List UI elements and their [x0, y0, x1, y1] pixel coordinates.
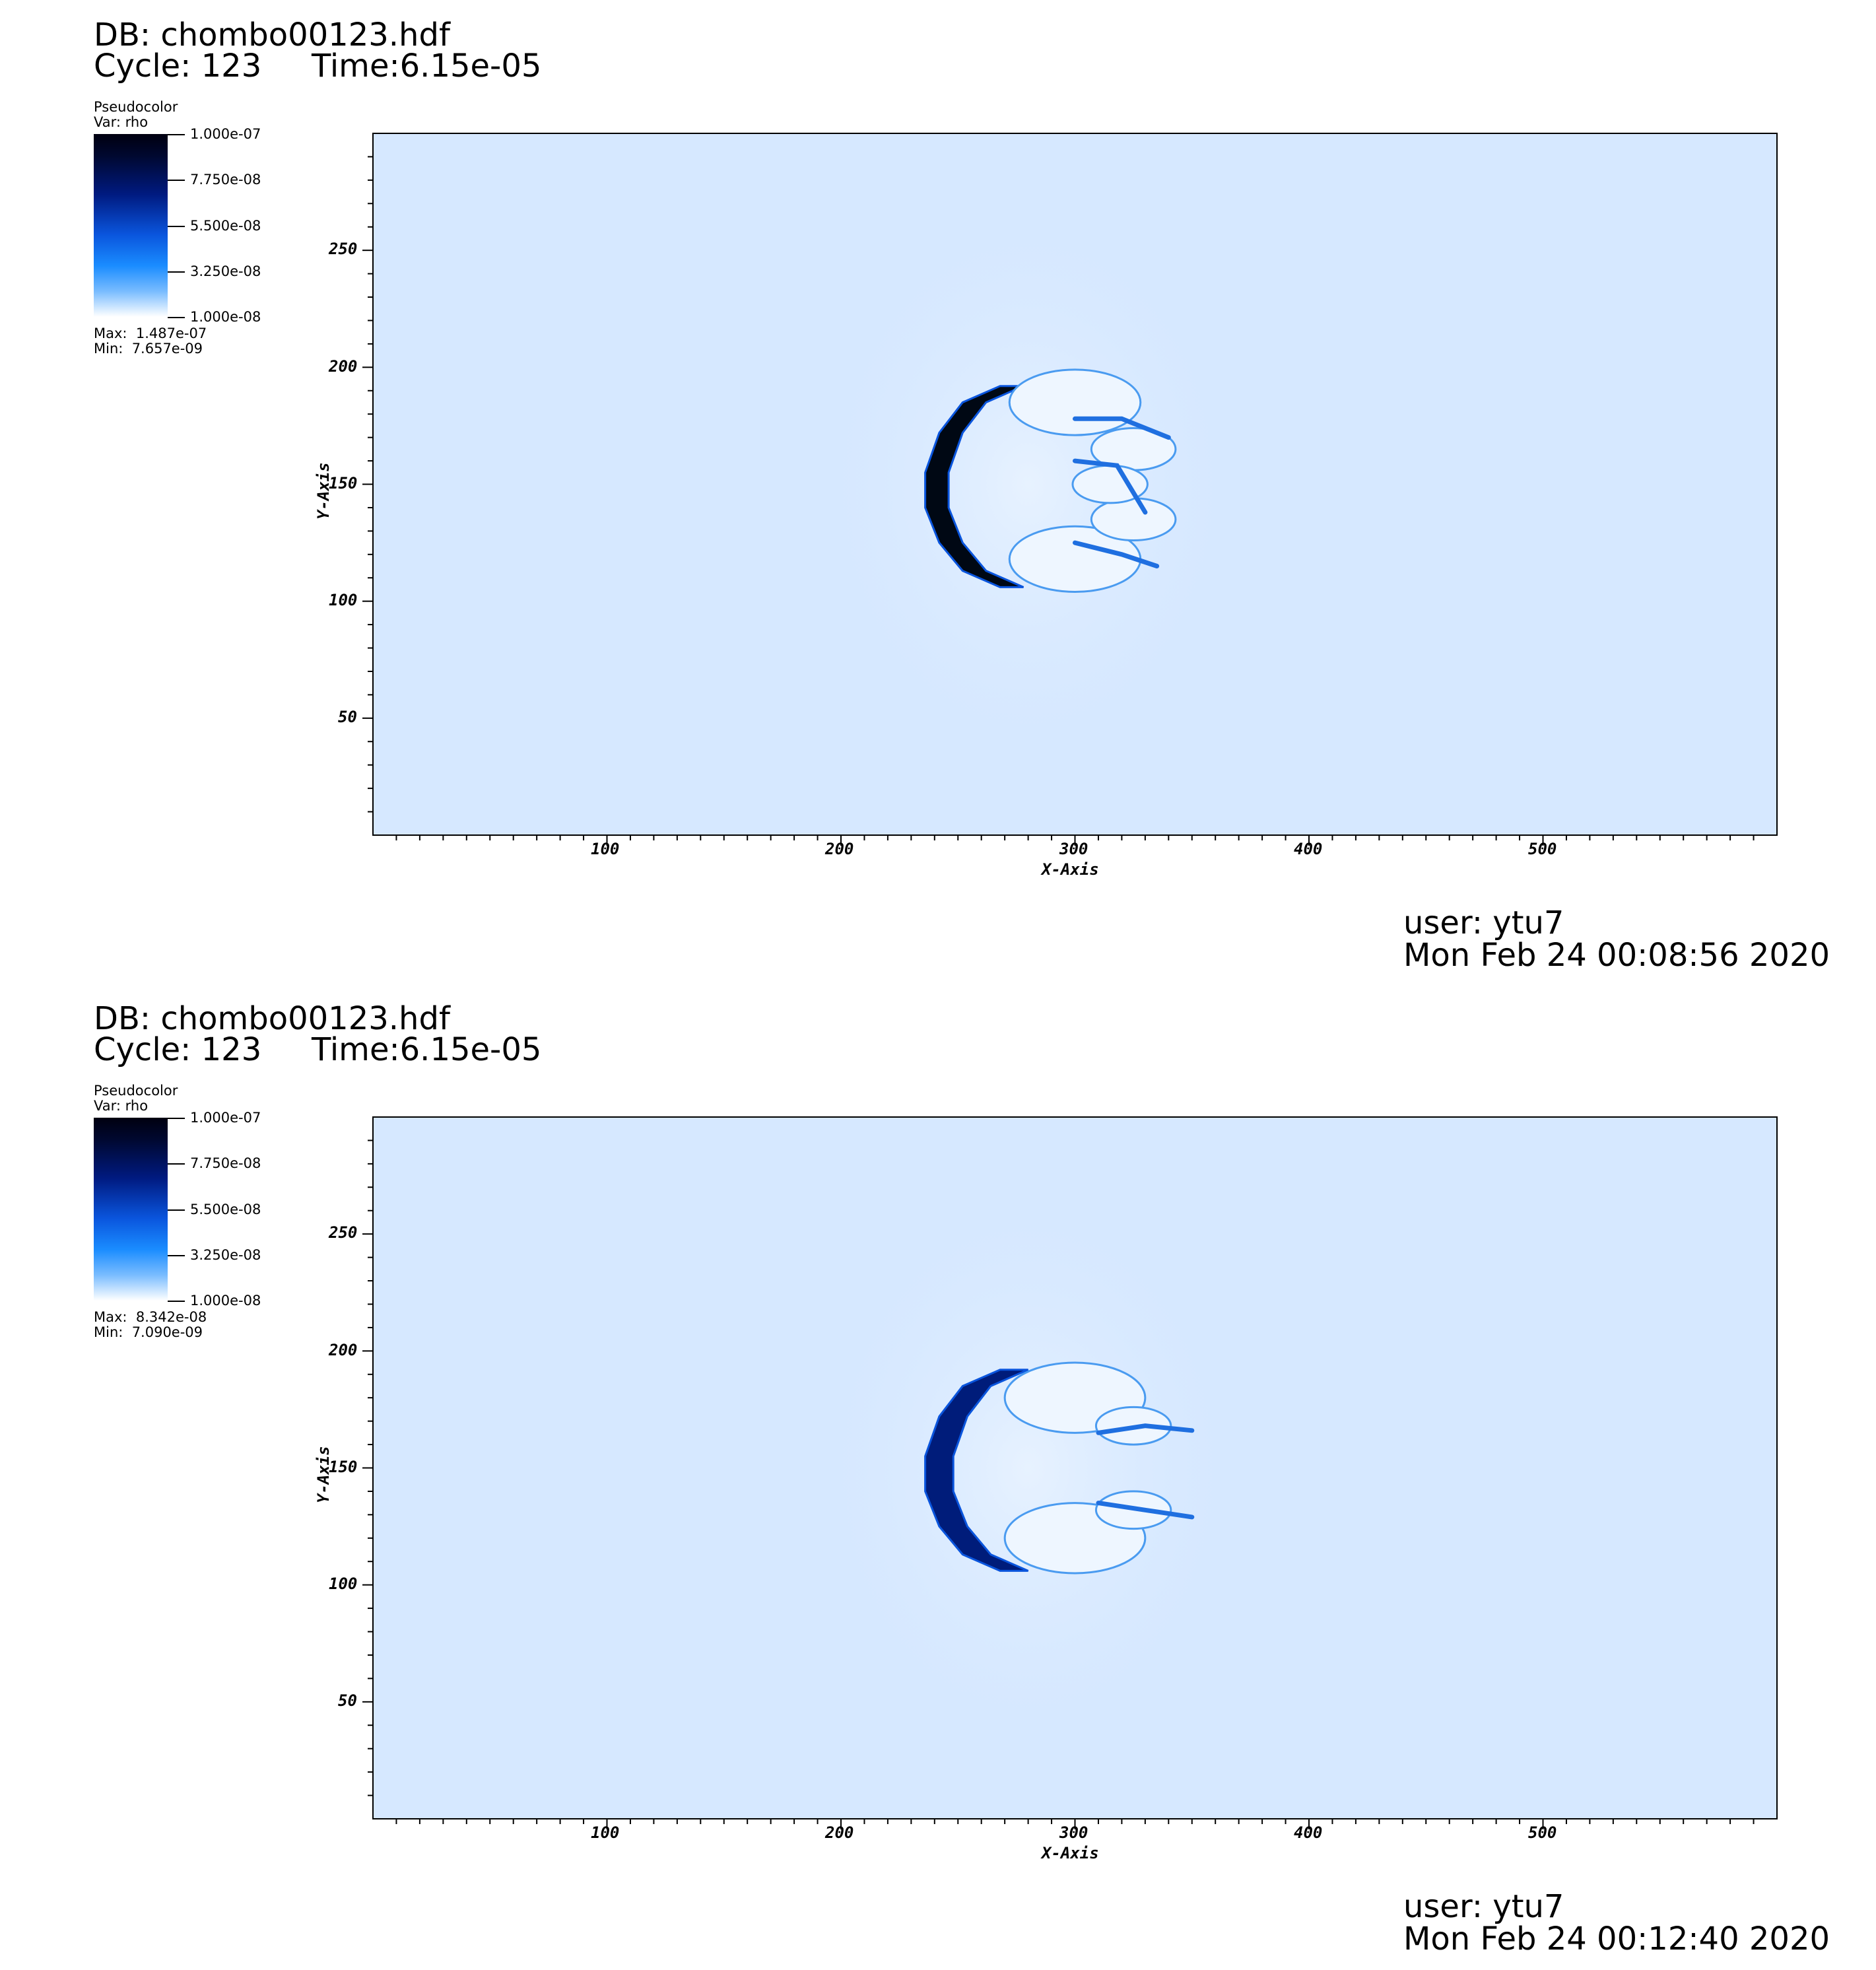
y-tick-label: 250: [329, 1223, 358, 1242]
x-tick-label: 100: [591, 1823, 620, 1842]
db-label: DB: chombo00123.hdf: [94, 1000, 450, 1037]
halo: [803, 193, 1253, 775]
max-label: Max: 1.487e-07: [94, 325, 207, 341]
x-tick-label: 500: [1528, 840, 1557, 858]
y-tick-label: 200: [329, 1341, 358, 1359]
y-tick-label: 150: [329, 474, 358, 493]
x-tick-label: 200: [825, 1823, 854, 1842]
filament: [1096, 1501, 1195, 1520]
date-label: Mon Feb 24 00:12:40 2020: [1403, 1920, 1830, 1957]
pseudocolor-plot: [362, 1116, 1778, 1829]
colorbar-tick-label: 7.750e-08: [190, 1155, 261, 1171]
x-tick-label: 400: [1294, 840, 1323, 858]
colorbar-tick-label: 1.000e-07: [190, 1110, 261, 1126]
filament: [1073, 540, 1160, 568]
colorbar-tick-label: 5.500e-08: [190, 218, 261, 234]
colorbar-tick-label: 1.000e-08: [190, 1293, 261, 1308]
colorbar-tick-label: 5.500e-08: [190, 1202, 261, 1217]
y-tick-label: 50: [338, 1691, 357, 1710]
max-label: Max: 8.342e-08: [94, 1309, 207, 1325]
min-label: Min: 7.090e-09: [94, 1324, 203, 1340]
colorbar-tick-label: 1.000e-07: [190, 126, 261, 142]
bow-shock: [924, 1369, 1029, 1572]
min-label: Min: 7.657e-09: [94, 341, 203, 357]
vortex: [1090, 497, 1177, 542]
y-tick-label: 100: [329, 591, 358, 609]
y-tick-label: 100: [329, 1575, 358, 1593]
x-tick-label: 500: [1528, 1823, 1557, 1842]
x-tick-label: 200: [825, 840, 854, 858]
bow-shock: [924, 385, 1024, 588]
colorbar-tick-label: 1.000e-08: [190, 309, 261, 325]
user-label: user: ytu7: [1403, 904, 1564, 941]
colorbar: [94, 134, 168, 317]
var-label: Var: rho: [94, 114, 149, 130]
var-label: Var: rho: [94, 1098, 149, 1114]
db-label: DB: chombo00123.hdf: [94, 17, 450, 53]
visit-window-1: DB: chombo00123.hdf Cycle: 123 Time:6.15…: [94, 17, 1830, 974]
time-label: Time:6.15e-05: [312, 48, 542, 85]
cycle-label: Cycle: 123: [94, 1031, 262, 1068]
filament: [1073, 416, 1171, 440]
pseudocolor-plot: [362, 133, 1778, 846]
plot-type-label: Pseudocolor: [94, 99, 178, 115]
y-tick-label: 200: [329, 357, 358, 376]
user-label: user: ytu7: [1403, 1888, 1564, 1925]
y-tick-label: 150: [329, 1458, 358, 1476]
vortex: [1008, 368, 1142, 436]
x-tick-label: 300: [1059, 840, 1089, 858]
y-axis-title: Y-Axis: [314, 1446, 333, 1503]
x-tick-label: 100: [591, 840, 620, 858]
colorbar-tick-label: 3.250e-08: [190, 263, 261, 279]
filament: [1073, 458, 1148, 515]
x-tick-label: 300: [1059, 1823, 1089, 1842]
visit-window-2: DB: chombo00123.hdf Cycle: 123 Time:6.15…: [0, 984, 1876, 1969]
plot-type-label: Pseudocolor: [94, 1083, 178, 1099]
y-tick-label: 250: [329, 240, 358, 258]
x-axis-title: X-Axis: [1042, 860, 1099, 879]
colorbar: [94, 1118, 168, 1301]
colorbar-tick-label: 7.750e-08: [190, 172, 261, 187]
colorbar-tick-label: 3.250e-08: [190, 1247, 261, 1263]
halo: [803, 1177, 1253, 1759]
cycle-label: Cycle: 123: [94, 48, 262, 85]
date-label: Mon Feb 24 00:08:56 2020: [1403, 937, 1830, 974]
y-axis-title: Y-Axis: [314, 462, 333, 520]
y-tick-label: 50: [338, 708, 357, 726]
x-axis-title: X-Axis: [1042, 1844, 1099, 1862]
x-tick-label: 400: [1294, 1823, 1323, 1842]
filament: [1096, 1423, 1195, 1435]
time-label: Time:6.15e-05: [312, 1031, 542, 1068]
